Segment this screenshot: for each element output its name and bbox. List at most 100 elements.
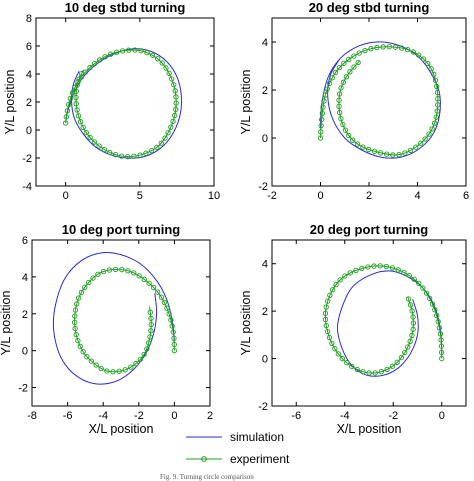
experiment-point (113, 49, 120, 55)
x-tick-label: -2 (134, 410, 144, 422)
experiment-point (72, 307, 79, 313)
experiment-point (410, 49, 417, 55)
experiment-point (431, 71, 437, 77)
experiment-point (73, 331, 79, 338)
experiment-point (350, 137, 356, 143)
legend: simulation experiment (186, 430, 290, 466)
experiment-point (332, 69, 339, 76)
x-tick-label: 0 (317, 190, 323, 202)
experiment-point (87, 64, 93, 71)
series-experiment (317, 44, 441, 158)
experiment-point (107, 149, 113, 156)
experiment-point (136, 273, 142, 279)
y-tick-label: 0 (262, 133, 268, 145)
x-tick-label: -6 (291, 410, 301, 422)
chart-panel-3: 10 deg port turning -8 -6 -4 -2 0 2 -2 0 2 4 6 Y/L p… (0, 222, 213, 436)
experiment-point (422, 136, 428, 142)
experiment-point (377, 263, 383, 269)
experiment-point (389, 265, 396, 271)
experiment-point (349, 363, 355, 370)
experiment-point (386, 44, 392, 50)
x-tick-label: 6 (463, 190, 469, 202)
experiment-point (340, 79, 347, 85)
experiment-point (394, 359, 400, 365)
plot-frame (31, 239, 211, 407)
experiment-point (438, 349, 445, 356)
experiment-point (73, 88, 79, 94)
x-tick-label: 4 (414, 190, 420, 202)
experiment-point (104, 368, 110, 374)
experiment-point (371, 263, 377, 269)
experiment-point (166, 311, 172, 317)
series-simulation (65, 48, 183, 159)
experiment-point (110, 369, 116, 375)
experiment-point (365, 146, 372, 153)
experiment-point (360, 369, 366, 375)
experiment-point (125, 268, 131, 274)
x-axis-label: X/L position (337, 422, 402, 436)
experiment-point (366, 370, 372, 376)
experiment-point (119, 48, 126, 54)
experiment-point (128, 364, 134, 370)
y-axis-label: Y/L position (239, 291, 253, 356)
experiment-point (133, 360, 139, 367)
experiment-point (106, 267, 113, 273)
experiment-point (155, 289, 161, 295)
experiment-point (429, 126, 435, 132)
experiment-point (327, 292, 333, 298)
y-tick-label: -2 (258, 181, 268, 193)
experiment-point (410, 320, 417, 326)
experiment-point (435, 96, 441, 102)
chart-title: 20 deg stbd turning (309, 0, 430, 15)
experiment-point (172, 112, 178, 119)
experiment-point (372, 370, 378, 376)
experiment-point (380, 44, 386, 50)
experiment-point (392, 44, 399, 50)
x-tick-label: 0 (63, 190, 69, 202)
experiment-point (342, 273, 348, 279)
experiment-point (146, 280, 152, 286)
y-tick-label: 2 (262, 306, 268, 318)
experiment-point (335, 351, 341, 357)
experiment-point (434, 108, 440, 114)
experiment-point (355, 59, 361, 66)
experiment-point (407, 147, 414, 154)
experiment-point (431, 120, 438, 126)
experiment-point (148, 321, 154, 328)
y-tick-label: 2 (26, 97, 32, 109)
experiment-point (171, 335, 177, 341)
chart-title: 20 deg port turning (310, 222, 429, 237)
experiment-point (169, 76, 175, 82)
experiment-point (416, 280, 422, 287)
experiment-point (344, 360, 350, 366)
experiment-point (170, 118, 176, 125)
experiment-point (322, 310, 329, 316)
experiment-point (351, 53, 357, 59)
experiment-point (396, 152, 402, 158)
experiment-point (161, 299, 168, 306)
experiment-point (438, 343, 445, 349)
experiment-point (173, 100, 179, 106)
x-tick-label: 0 (439, 410, 445, 422)
experiment-point (322, 316, 329, 323)
legend-experiment-marker (201, 456, 207, 462)
experiment-point (324, 86, 330, 92)
experiment-point (125, 153, 131, 160)
experiment-point (420, 56, 427, 62)
experiment-point (158, 294, 165, 300)
simulation-line (65, 48, 183, 159)
experiment-point (93, 362, 99, 368)
experiment-point (148, 147, 155, 154)
experiment-point (362, 47, 368, 54)
experiment-point (318, 116, 325, 123)
x-axis-label: X/L position (89, 422, 154, 436)
experiment-point (173, 106, 179, 112)
experiment-point (147, 334, 153, 340)
experiment-point (329, 75, 335, 81)
experiment-point (141, 276, 147, 282)
experiment-point (438, 337, 444, 343)
experiment-point (401, 269, 407, 276)
experiment-point (74, 107, 80, 113)
experiment-point (322, 92, 328, 98)
experiment-point (87, 134, 93, 141)
